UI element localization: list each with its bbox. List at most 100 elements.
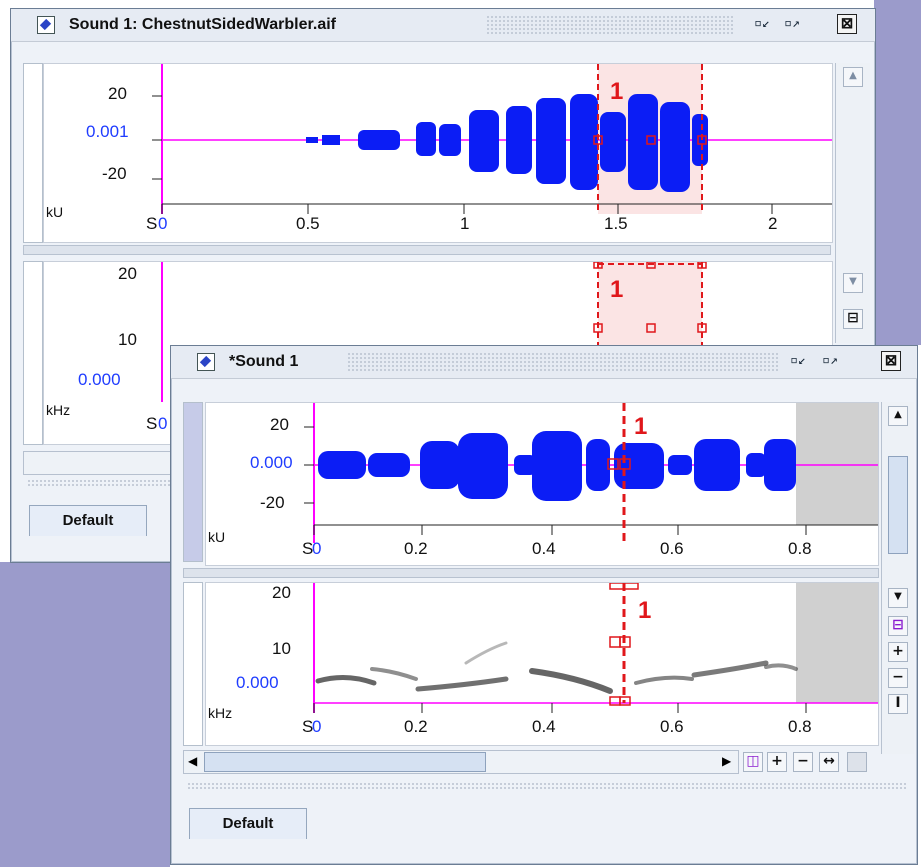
track-separator[interactable] (23, 245, 831, 255)
x-axis-ticks (313, 525, 807, 535)
cursor-handles (609, 583, 639, 706)
tab-default[interactable]: Default (189, 808, 307, 839)
window-1-divider-grip[interactable] (27, 479, 177, 487)
y-tick-mid: 10 (272, 639, 291, 658)
track-1-left-strip[interactable] (23, 63, 43, 243)
window-1-titlebar[interactable]: Sound 1: ChestnutSidedWarbler.aif ▫↙ ▫↗ … (11, 9, 875, 42)
track-2-left-strip[interactable] (183, 582, 203, 746)
y-tick-bottom: 0.000 (78, 370, 121, 389)
waveform-plot[interactable] (44, 64, 832, 242)
waveform-plot[interactable] (206, 403, 878, 565)
tab-default[interactable]: Default (29, 505, 147, 536)
track-1-left-strip[interactable] (183, 402, 203, 562)
selection-label: 1 (638, 597, 652, 624)
maximize-icon[interactable]: ▫↗ (784, 16, 800, 31)
track-separator[interactable] (183, 568, 879, 578)
selection-label: 1 (610, 276, 624, 303)
x-tick-2: 1 (460, 214, 470, 233)
selection-label: 1 (610, 78, 624, 105)
x-tick-3: 0.6 (660, 717, 684, 736)
x-tick-3: 1.5 (604, 214, 628, 233)
x-tick-3: 0.6 (660, 539, 684, 558)
window-2-vertical-scrollbar[interactable]: ▲ ▼ ⊟ + − I (881, 402, 914, 754)
desktop-background-left (0, 562, 170, 867)
scroll-down-icon[interactable]: ▼ (843, 273, 863, 293)
scroll-left-icon[interactable]: ◀ (188, 754, 198, 768)
window-1-vertical-scrollbar[interactable]: ▲ ▼ ⊟ (835, 63, 870, 343)
y-tick-mid: 0.000 (250, 453, 293, 472)
empty-region (796, 403, 878, 525)
y-tick-top: 20 (272, 583, 291, 602)
spectrogram-plot[interactable] (206, 583, 878, 745)
y-tick-top: 20 (108, 84, 127, 103)
track-2-left-strip[interactable] (23, 261, 43, 445)
sound-document-icon (37, 16, 55, 34)
x-tick-4: 0.8 (788, 539, 812, 558)
sound-document-icon (197, 353, 215, 371)
empty-region (796, 583, 878, 703)
y-unit-label: kHz (46, 402, 71, 418)
zoom-out-icon[interactable]: − (793, 752, 813, 772)
y-tick-top: 20 (118, 264, 137, 283)
cursor-handles (607, 458, 631, 470)
x-unit-label: S (302, 717, 314, 736)
window-2-horizontal-scrollbar[interactable]: ◀ ▶ (183, 750, 739, 774)
scroll-up-icon[interactable]: ▲ (843, 67, 863, 87)
scroll-down-icon[interactable]: ▼ (888, 588, 908, 608)
window-1-horizontal-scrollbar[interactable] (23, 451, 185, 475)
x-tick-2: 0.4 (532, 717, 556, 736)
zoom-in-icon[interactable]: + (767, 752, 787, 772)
close-icon[interactable]: ⊠ (881, 351, 901, 371)
spectrogram-plot[interactable] (44, 262, 832, 444)
x-tick-4: 0.8 (788, 717, 812, 736)
fit-horizontal-icon[interactable]: ↔ (819, 752, 839, 772)
y-tick-mid: 10 (118, 330, 137, 349)
minimize-icon[interactable]: ▫↙ (790, 353, 806, 368)
window-1-title: Sound 1: ChestnutSidedWarbler.aif (69, 16, 336, 33)
y-tick-bottom: -20 (102, 164, 127, 183)
y-tick-bottom: -20 (260, 493, 285, 512)
selection-label: 1 (634, 413, 648, 440)
y-tick-mid: 0.001 (86, 122, 129, 141)
zoom-out-icon[interactable]: − (888, 668, 908, 688)
minimize-icon[interactable]: ▫↙ (754, 16, 770, 31)
x-tick-1: 0.2 (404, 717, 428, 736)
waveform-panel: 20 0.001 -20 kU S 0 0.5 1 1.5 2 (43, 63, 833, 243)
x-tick-0: 0 (312, 717, 322, 736)
maximize-icon[interactable]: ▫↗ (822, 353, 838, 368)
selection-handles (593, 135, 707, 145)
scroll-right-icon[interactable]: ▶ (722, 754, 732, 768)
spectrogram-signal (315, 641, 798, 694)
x-tick-0: 0 (158, 214, 168, 233)
fit-icon[interactable]: ◫ (743, 752, 763, 772)
y-axis-ticks (152, 95, 162, 180)
corner-box (847, 752, 867, 772)
waveform-signal (306, 94, 708, 192)
scroll-thumb[interactable] (888, 456, 908, 554)
scroll-thumb[interactable] (204, 752, 486, 772)
window-2-divider-grip[interactable] (187, 782, 907, 790)
scroll-up-icon[interactable]: ▲ (888, 406, 908, 426)
x-tick-2: 0.4 (532, 539, 556, 558)
x-tick-0: 0 (312, 539, 322, 558)
x-axis-ticks (313, 703, 807, 713)
window-2-titlebar[interactable]: *Sound 1 ▫↙ ▫↗ ⊠ (171, 346, 917, 379)
x-tick-4: 2 (768, 214, 778, 233)
y-axis-ticks (304, 426, 314, 504)
fit-icon[interactable]: ⊟ (888, 616, 908, 636)
y-unit-label: kU (208, 529, 226, 545)
y-unit-label: kHz (208, 705, 233, 721)
close-icon[interactable]: ⊠ (837, 14, 857, 34)
x-unit-label: S (302, 539, 314, 558)
waveform-panel: 20 0.000 -20 kU S 0 0.2 0.4 0.6 0.8 (205, 402, 879, 566)
fit-icon[interactable]: ⊟ (843, 309, 863, 329)
x-tick-0: 0 (158, 414, 168, 433)
sound-window-2[interactable]: *Sound 1 ▫↙ ▫↗ ⊠ 20 0.000 -20 kU S 0 0.2… (170, 345, 918, 865)
selection-region (598, 262, 702, 352)
y-tick-top: 20 (270, 415, 289, 434)
selection-handles (593, 262, 707, 333)
zoom-in-icon[interactable]: + (888, 642, 908, 662)
window-2-title: *Sound 1 (229, 353, 299, 370)
fit-vertical-icon[interactable]: I (888, 694, 908, 714)
